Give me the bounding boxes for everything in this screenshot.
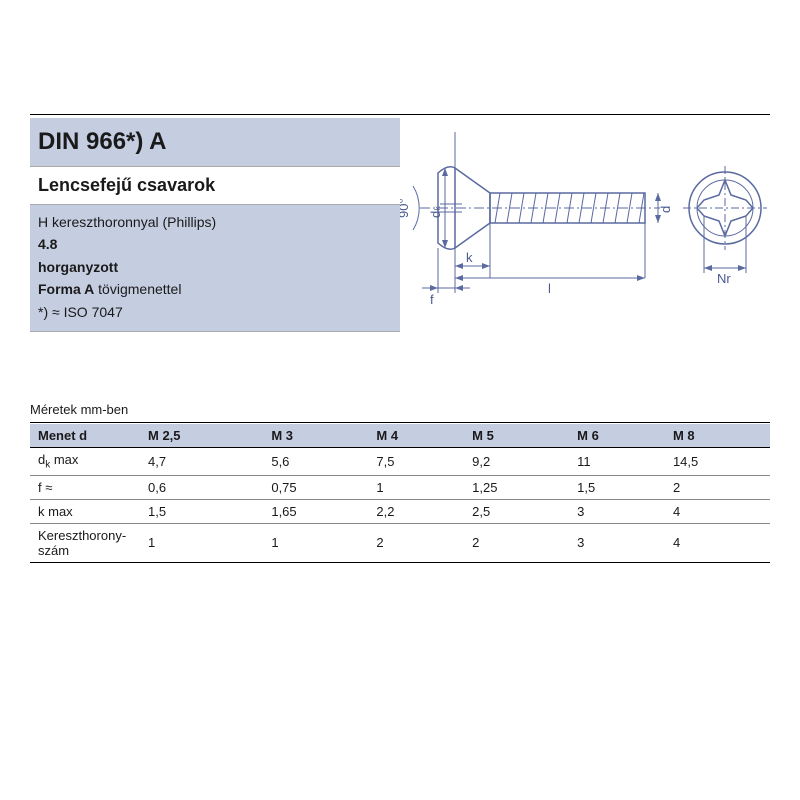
info-panel: DIN 966*) A Lencsefejű csavarok H keresz…: [30, 118, 400, 332]
spec-line: H kereszthoronnyal (Phillips): [38, 211, 392, 233]
table-cell: 2,2: [368, 499, 464, 523]
table-row: f ≈0,60,7511,251,52: [30, 475, 770, 499]
spec-lines: H kereszthoronnyal (Phillips)4.8horganyz…: [30, 205, 400, 331]
table-cell: 5,6: [263, 448, 368, 476]
title-row: DIN 966*) A: [30, 118, 400, 167]
table-cell: 1,25: [464, 475, 569, 499]
technical-diagram: 90° dₖ k f l d: [400, 118, 770, 318]
table-col-header: M 6: [569, 424, 665, 448]
table-cell: 2: [665, 475, 770, 499]
product-subtitle: Lencsefejű csavarok: [30, 167, 400, 204]
table-cell: 4: [665, 499, 770, 523]
table-cell: 1,65: [263, 499, 368, 523]
table-col-header: M 5: [464, 424, 569, 448]
dimensions-caption: Méretek mm-ben: [30, 402, 128, 417]
table-cell: 11: [569, 448, 665, 476]
top-rule: [30, 114, 770, 115]
k-label: k: [466, 250, 473, 265]
table-row: dk max4,75,67,59,21114,5: [30, 448, 770, 476]
spec-row: H kereszthoronnyal (Phillips)4.8horganyz…: [30, 205, 400, 332]
table-cell: 1,5: [569, 475, 665, 499]
dimensions-rule: [30, 422, 770, 423]
table-cell: 1: [368, 475, 464, 499]
table-col-header: M 3: [263, 424, 368, 448]
table-cell: 2: [464, 523, 569, 562]
spec-line: 4.8: [38, 233, 392, 255]
table-cell: 1: [140, 523, 263, 562]
table-cell: 2,5: [464, 499, 569, 523]
table-row: k max1,51,652,22,534: [30, 499, 770, 523]
table-header-row: Menet d M 2,5 M 3 M 4 M 5 M 6 M 8: [30, 424, 770, 448]
f-label: f: [430, 292, 434, 307]
table-cell: 0,75: [263, 475, 368, 499]
nr-label: Nr: [717, 271, 731, 286]
row-label: dk max: [30, 448, 140, 476]
row-label: f ≈: [30, 475, 140, 499]
table-col-header: M 4: [368, 424, 464, 448]
row-label: k max: [30, 499, 140, 523]
table-cell: 2: [368, 523, 464, 562]
dimensions-table: Menet d M 2,5 M 3 M 4 M 5 M 6 M 8 dk max…: [30, 424, 770, 563]
standard-title: DIN 966*) A: [30, 118, 400, 166]
table-cell: 0,6: [140, 475, 263, 499]
spec-line: *) ≈ ISO 7047: [38, 301, 392, 323]
d-label: d: [658, 206, 673, 213]
angle-label: 90°: [400, 198, 411, 218]
spec-line: horganyzott: [38, 256, 392, 278]
dk-label: dₖ: [428, 205, 443, 218]
table-row: Kereszthorony-szám112234: [30, 523, 770, 562]
table-cell: 3: [569, 523, 665, 562]
row-label: Kereszthorony-szám: [30, 523, 140, 562]
table-cell: 7,5: [368, 448, 464, 476]
table-cell: 1,5: [140, 499, 263, 523]
table-cell: 1: [263, 523, 368, 562]
table-cell: 3: [569, 499, 665, 523]
table-cell: 14,5: [665, 448, 770, 476]
table-col-header: M 2,5: [140, 424, 263, 448]
table-header-label: Menet d: [30, 424, 140, 448]
table-col-header: M 8: [665, 424, 770, 448]
table-cell: 4: [665, 523, 770, 562]
subtitle-row: Lencsefejű csavarok: [30, 167, 400, 205]
table-cell: 9,2: [464, 448, 569, 476]
table-cell: 4,7: [140, 448, 263, 476]
spec-line: Forma A tövigmenettel: [38, 278, 392, 300]
l-label: l: [548, 281, 551, 296]
